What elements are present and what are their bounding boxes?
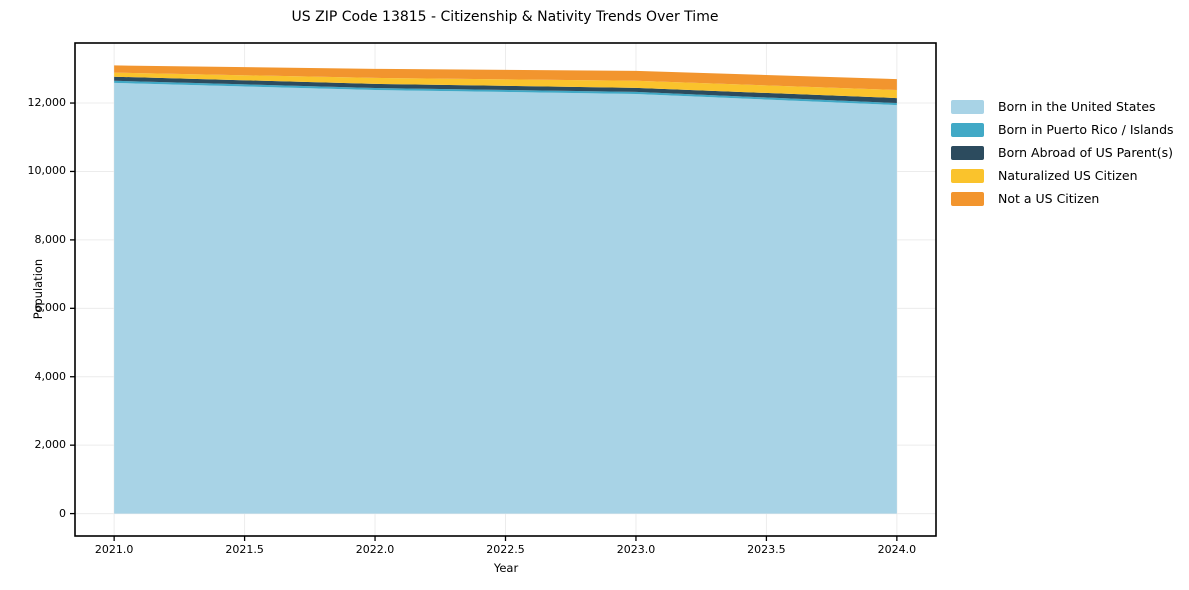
area-born-in-puerto-rico-islands bbox=[114, 80, 897, 106]
area-naturalized-us-citizen bbox=[114, 72, 897, 99]
x-tick-label: 2021.5 bbox=[225, 543, 264, 556]
y-tick-label: 12,000 bbox=[27, 96, 67, 110]
x-tick-label: 2023.5 bbox=[747, 543, 786, 556]
legend-label: Born in Puerto Rico / Islands bbox=[998, 122, 1174, 137]
legend-item-born-abroad-of-us-parent-s: Born Abroad of US Parent(s) bbox=[951, 146, 1174, 160]
x-axis-label: Year bbox=[493, 561, 519, 575]
x-tick-label: 2022.0 bbox=[355, 543, 395, 556]
x-tick-label: 2024.0 bbox=[877, 543, 917, 556]
area-born-in-the-united-states bbox=[114, 82, 897, 514]
legend-swatch bbox=[951, 146, 984, 160]
legend-swatch bbox=[951, 169, 984, 183]
legend: Born in the United States Born in Puerto … bbox=[951, 100, 1174, 206]
legend-item-born-in-puerto-rico-islands: Born in Puerto Rico / Islands bbox=[951, 123, 1174, 137]
area-not-a-us-citizen bbox=[114, 65, 897, 91]
y-tick-label: 4,000 bbox=[34, 369, 67, 383]
legend-item-not-a-us-citizen: Not a US Citizen bbox=[951, 192, 1174, 206]
y-tick-label: 0 bbox=[59, 506, 66, 520]
y-tick-label: 10,000 bbox=[27, 164, 67, 178]
plot-border bbox=[74, 42, 937, 537]
legend-label: Naturalized US Citizen bbox=[998, 168, 1138, 183]
legend-swatch bbox=[951, 123, 984, 137]
chart-title: US ZIP Code 13815 - Citizenship & Nativi… bbox=[291, 9, 719, 25]
legend-item-naturalized-us-citizen: Naturalized US Citizen bbox=[951, 169, 1174, 183]
legend-label: Born in the United States bbox=[998, 99, 1156, 114]
y-tick-label: 2,000 bbox=[34, 438, 67, 452]
y-tick-label: 8,000 bbox=[34, 232, 67, 246]
x-tick-label: 2023.0 bbox=[616, 543, 656, 556]
legend-item-born-in-the-united-states: Born in the United States bbox=[951, 100, 1174, 114]
x-tick-label: 2022.5 bbox=[486, 543, 525, 556]
legend-label: Not a US Citizen bbox=[998, 191, 1100, 206]
area-born-abroad-of-us-parent-s bbox=[114, 76, 897, 104]
x-tick-label: 2021.0 bbox=[94, 543, 134, 556]
legend-swatch bbox=[951, 192, 984, 206]
legend-swatch bbox=[951, 100, 984, 114]
legend-label: Born Abroad of US Parent(s) bbox=[998, 145, 1173, 160]
y-tick-label: 6,000 bbox=[34, 301, 67, 315]
